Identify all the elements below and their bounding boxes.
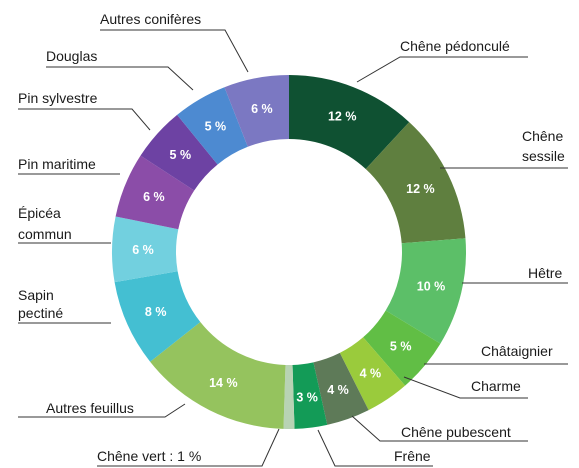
label-chene-vert: Chêne vert : 1 % [97, 448, 201, 464]
slice-chene-sessile [365, 122, 466, 244]
leader-lines-group [18, 29, 568, 467]
slice-hetre [385, 238, 467, 344]
label-chataignier: Châtaignier [481, 343, 553, 359]
leader-line-chene-vert [97, 428, 280, 467]
slice-value-pin-maritime: 6 % [143, 190, 165, 204]
slice-pin-sylvestre [140, 114, 218, 191]
slice-value-chene-pubescent: 4 % [327, 383, 349, 397]
leader-line-frene [317, 429, 433, 467]
label-epicea-commun: Épicéa commun [18, 205, 72, 242]
slice-value-autres-feuillus: 14 % [209, 376, 238, 390]
label-chene-pubescent: Chêne pubescent [401, 424, 511, 440]
label-charme: Charme [471, 378, 521, 394]
slice-pin-maritime [115, 155, 195, 230]
slice-value-chataignier: 5 % [390, 340, 412, 354]
slice-autres-coniferes [224, 75, 289, 147]
slice-value-hetre: 10 % [417, 279, 446, 293]
slice-autres-feuillus [150, 322, 286, 429]
slice-chataignier [363, 310, 441, 386]
slice-frene [292, 362, 328, 429]
slice-value-autres-coniferes: 6 % [251, 102, 273, 116]
slices-group [112, 75, 467, 429]
label-autres-coniferes: Autres conifères [100, 11, 201, 27]
slice-value-charme: 4 % [360, 367, 382, 381]
slice-value-sapin-pectine: 8 % [145, 305, 167, 319]
slice-chene-pubescent [313, 352, 369, 425]
slice-epicea-commun [112, 216, 179, 283]
percent-labels-group: 12 % 12 % 10 % 5 % 4 % 4 % 3 % 14 % 8 % 6 % 6 % 5 %… [132, 102, 445, 404]
slice-value-chene-pedoncule: 12 % [328, 110, 357, 124]
category-labels-group: Chêne pédonculé Chêne sessile Hêtre Châtaign… [18, 11, 565, 464]
label-douglas: Douglas [46, 48, 97, 64]
slice-chene-vert [283, 364, 295, 429]
slice-sapin-pectine [114, 271, 201, 362]
leader-line-charme [403, 376, 528, 399]
label-frene: Frêne [394, 448, 431, 464]
leader-line-chene-pedoncule [356, 56, 528, 83]
label-hetre: Hêtre [528, 265, 562, 281]
label-sapin-pectine: Sapin pectiné [18, 287, 63, 321]
leader-line-pin-sylvestre [18, 108, 151, 131]
leader-line-autres-feuillus [18, 403, 186, 418]
label-autres-feuillus: Autres feuillus [46, 400, 134, 416]
slice-value-frene: 3 % [296, 390, 318, 404]
slice-value-pin-sylvestre: 5 % [170, 148, 192, 162]
slice-value-epicea-commun: 6 % [132, 243, 154, 257]
leader-line-chene-pubescent [351, 415, 528, 442]
leader-line-douglas [46, 66, 194, 91]
slice-charme [339, 337, 406, 411]
label-chene-pedoncule: Chêne pédonculé [400, 38, 510, 54]
slice-value-douglas: 5 % [205, 119, 227, 133]
label-pin-sylvestre: Pin sylvestre [18, 90, 98, 106]
slice-chene-pedoncule [289, 75, 410, 170]
slice-douglas [177, 87, 248, 165]
label-chene-sessile: Chêne sessile [522, 128, 565, 164]
label-pin-maritime: Pin maritime [18, 156, 96, 172]
slice-value-chene-sessile: 12 % [406, 182, 435, 196]
leader-line-autres-coniferes [100, 29, 249, 73]
